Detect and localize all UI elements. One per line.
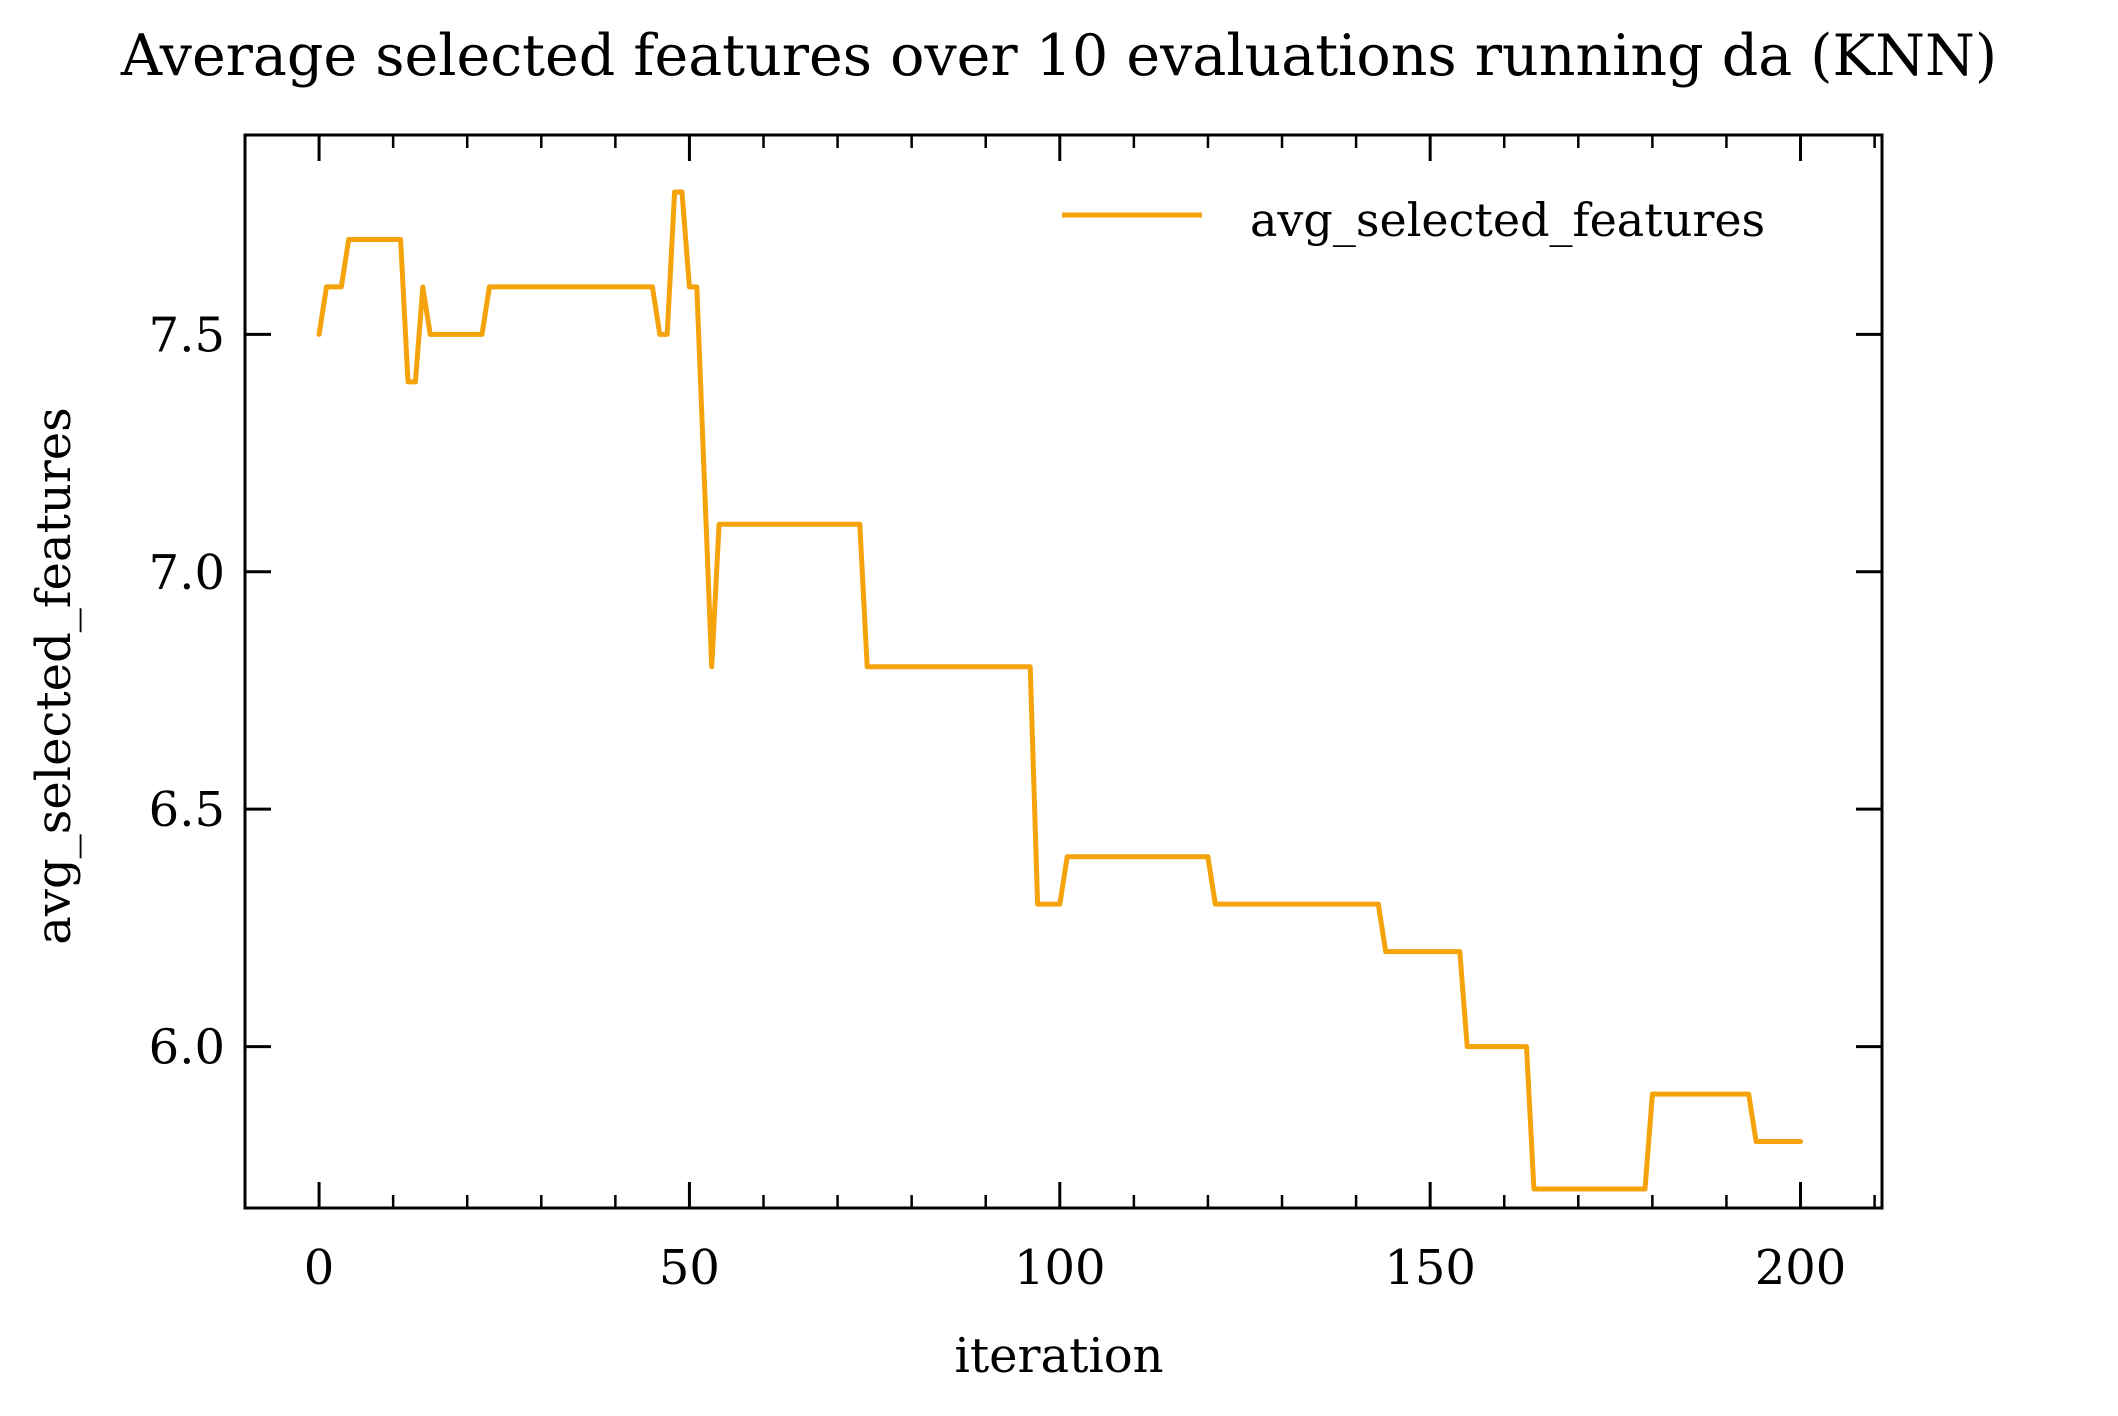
x-tick-label: 150 bbox=[1384, 1240, 1476, 1296]
legend: avg_selected_features bbox=[1062, 193, 1765, 247]
chart-title: Average selected features over 10 evalua… bbox=[120, 23, 1997, 89]
y-tick-label: 7.0 bbox=[149, 545, 225, 601]
x-axis: 0 50 100 150 200 bbox=[304, 135, 1847, 1296]
x-tick-label: 200 bbox=[1755, 1240, 1847, 1296]
x-minor-ticks bbox=[243, 135, 1876, 1208]
x-axis-label: iteration bbox=[954, 1328, 1163, 1384]
y-axis: 6.0 6.5 7.0 7.5 bbox=[149, 307, 1882, 1076]
legend-label: avg_selected_features bbox=[1250, 193, 1765, 247]
x-tick-label: 0 bbox=[304, 1240, 335, 1296]
y-tick-label: 6.5 bbox=[149, 782, 225, 838]
series-layer bbox=[316, 189, 1803, 1192]
series-line-avg-selected-features bbox=[316, 189, 1803, 1192]
y-tick-label: 6.0 bbox=[149, 1020, 225, 1076]
plot-area bbox=[243, 133, 1884, 1210]
x-tick-label: 100 bbox=[1014, 1240, 1106, 1296]
y-tick-label: 7.5 bbox=[149, 307, 225, 363]
x-tick-label: 50 bbox=[659, 1240, 720, 1296]
y-axis-label: avg_selected_features bbox=[26, 407, 82, 945]
